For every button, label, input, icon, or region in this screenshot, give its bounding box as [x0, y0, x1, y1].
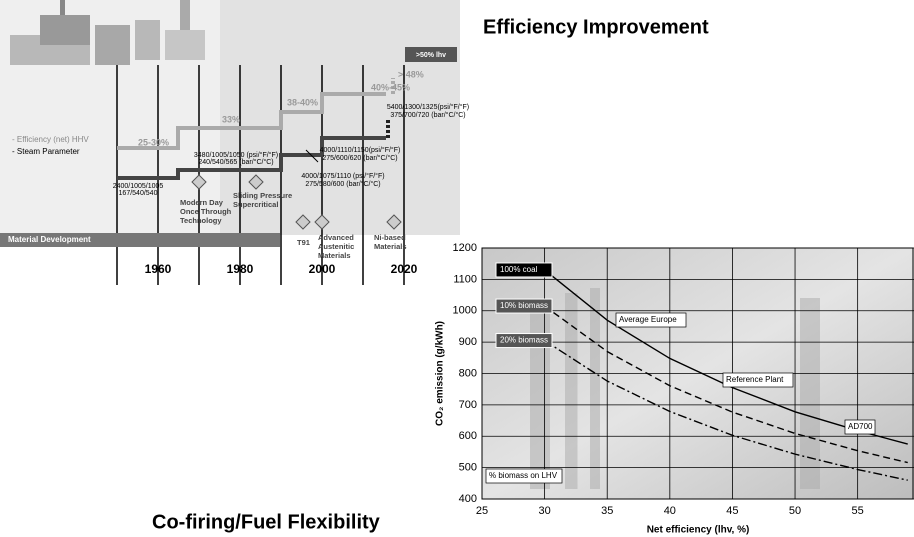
x-tick-label: 55: [852, 505, 864, 517]
parameter: 275/600/620 (bar/°C/°C): [322, 154, 397, 162]
decade-label: 2000: [309, 262, 336, 276]
milestone: Once Through: [180, 207, 232, 216]
timeline: >50% lhv - Efficiency (net) HHV - Steam …: [0, 0, 469, 285]
milestone: Austenitic: [318, 242, 354, 251]
x-tick-label: 40: [664, 505, 676, 517]
parameter: 375/700/720 (bar/°C/°C): [390, 111, 465, 119]
efficiency-label: > 48%: [398, 69, 424, 79]
annotation: Reference Plant: [726, 375, 784, 384]
target-text: >50% lhv: [416, 52, 446, 59]
x-tick-label: 35: [601, 505, 613, 517]
parameter: 167/540/540: [119, 190, 158, 197]
y-tick-label: 1000: [453, 305, 477, 317]
milestone: Modern Day: [180, 198, 224, 207]
y-axis-label: CO₂ emission (g/kWh): [435, 321, 446, 426]
material-bar-label: Material Development: [8, 235, 91, 244]
co2-chart: 400 500 600 700 800 900 1000 1100 1200 25 30 35 40 45…: [435, 242, 914, 536]
milestone: Ni-based: [374, 233, 406, 242]
legend-entry: - Steam Parameter: [12, 147, 80, 156]
x-tick-label: 45: [726, 505, 738, 517]
y-tick-label: 1200: [453, 242, 477, 254]
efficiency-label: 38-40%: [287, 97, 318, 107]
x-tick-label: 30: [538, 505, 550, 517]
y-tick-label: 800: [459, 367, 477, 379]
photo-shape: [800, 298, 820, 489]
legend-entry: 20% biomass: [500, 336, 548, 345]
efficiency-label: 25-30%: [138, 137, 169, 147]
legend-entry: 100% coal: [500, 265, 538, 274]
milestone: Technology: [180, 216, 222, 225]
decade-label: 2020: [391, 262, 418, 276]
y-tick-label: 500: [459, 462, 477, 474]
slide-title: Co-firing/Fuel Flexibility: [152, 511, 381, 533]
milestone: Advanced: [318, 233, 354, 242]
parameter: 5400/1300/1325(psi/°F/°F): [387, 103, 469, 111]
x-tick-label: 50: [789, 505, 801, 517]
parameter: 240/540/565 (bar/°C/°C): [198, 158, 273, 166]
decade-label: 1980: [227, 262, 254, 276]
annotation: % biomass on LHV: [489, 471, 558, 480]
parameter: 4000/1110/1150(psi/°F/°F): [320, 146, 401, 154]
x-tick-label: 25: [476, 505, 488, 517]
milestone: Supercritical: [233, 200, 278, 209]
parameter: 4000/1075/1110 (psi/°F/°F): [301, 172, 384, 180]
efficiency-label: 33%: [222, 114, 240, 124]
y-tick-label: 900: [459, 336, 477, 348]
slide: >50% lhv - Efficiency (net) HHV - Steam …: [0, 0, 914, 537]
y-tick-label: 1100: [453, 273, 477, 285]
efficiency-label: 40%-45%: [371, 82, 410, 92]
y-tick-label: 400: [459, 493, 477, 505]
annotation: AD700: [848, 422, 873, 431]
y-tick-label: 600: [459, 430, 477, 442]
slide-title: Efficiency Improvement: [483, 16, 709, 38]
parameter: 275/580/600 (bar/°C/°C): [305, 180, 380, 188]
decade-label: 1960: [145, 262, 172, 276]
milestone: Materials: [318, 251, 351, 260]
y-tick-label: 700: [459, 399, 477, 411]
legend-entry: 10% biomass: [500, 301, 548, 310]
legend-entry: - Efficiency (net) HHV: [12, 135, 89, 144]
x-axis-label: Net efficiency (lhv, %): [647, 525, 750, 536]
milestone: T91: [297, 238, 310, 247]
milestone: Sliding Pressure: [233, 191, 292, 200]
milestone: Materials: [374, 242, 407, 251]
photo-shape: [590, 288, 600, 489]
parameter: 2400/1005/1005: [113, 183, 164, 190]
parameter: 3480/1005/1050 (psi/°F/°F): [194, 151, 278, 159]
annotation: Average Europe: [619, 315, 677, 324]
